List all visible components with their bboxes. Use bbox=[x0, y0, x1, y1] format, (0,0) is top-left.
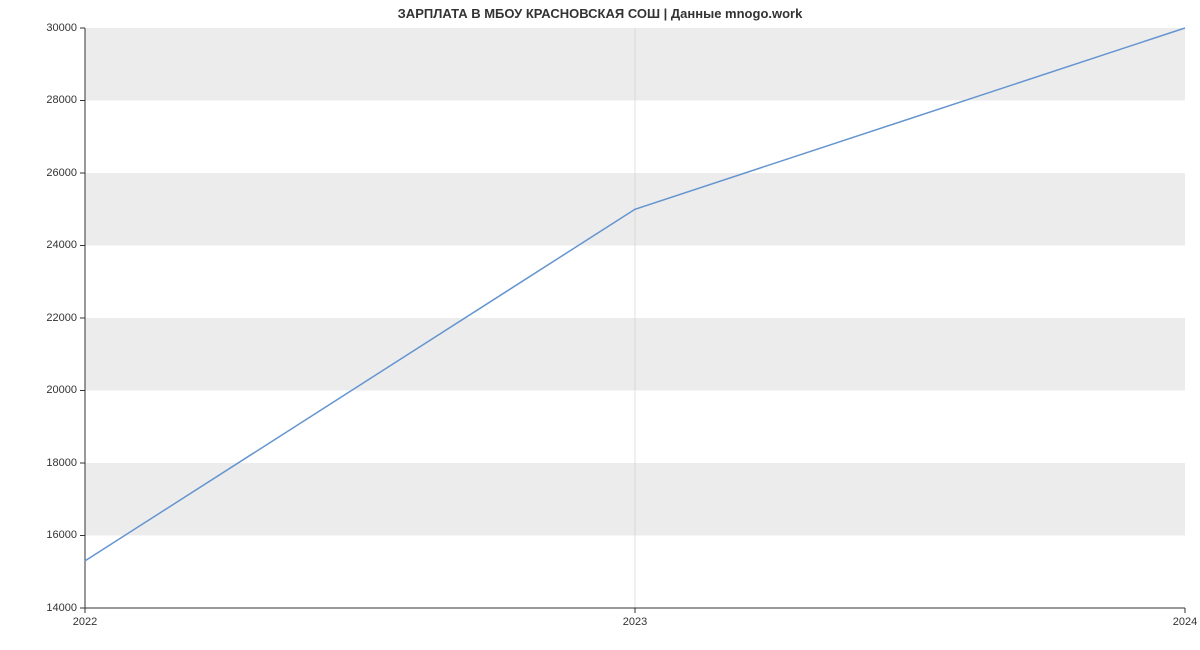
tick-label: 2022 bbox=[45, 616, 125, 628]
tick-label: 2024 bbox=[1145, 616, 1200, 628]
tick-label: 20000 bbox=[46, 384, 77, 396]
tick-label: 22000 bbox=[46, 312, 77, 324]
tick-label: 26000 bbox=[46, 167, 77, 179]
tick-label: 16000 bbox=[46, 529, 77, 541]
tick-label: 2023 bbox=[595, 616, 675, 628]
tick-label: 30000 bbox=[46, 22, 77, 34]
tick-label: 28000 bbox=[46, 94, 77, 106]
tick-label: 24000 bbox=[46, 239, 77, 251]
tick-label: 18000 bbox=[46, 457, 77, 469]
tick-label: 14000 bbox=[46, 602, 77, 614]
line-chart bbox=[0, 0, 1200, 650]
chart-container: ЗАРПЛАТА В МБОУ КРАСНОВСКАЯ СОШ | Данные… bbox=[0, 0, 1200, 650]
